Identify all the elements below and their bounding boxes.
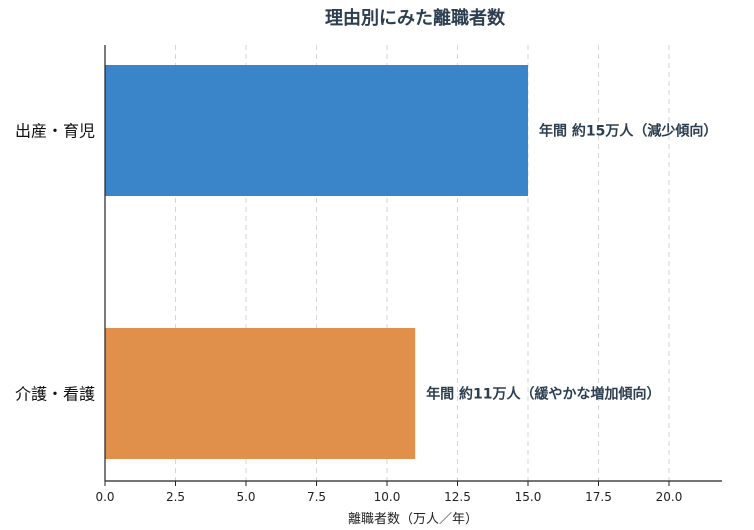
category-label: 介護・看護 (15, 385, 95, 404)
bar-annotations: 年間 約15万人（減少傾向） 年間 約11万人（緩やかな増加傾向） (426, 123, 717, 403)
bar (105, 65, 528, 196)
x-tick-label: 12.5 (444, 490, 471, 504)
bar-annotation: 年間 約15万人（減少傾向） (539, 123, 717, 140)
x-tick-label: 2.5 (166, 490, 185, 504)
x-tick-label: 17.5 (585, 490, 612, 504)
bar-annotation: 年間 約11万人（緩やかな増加傾向） (426, 386, 660, 403)
x-axis-label: 離職者数（万人／年） (348, 512, 478, 527)
chart-title: 理由別にみた離職者数 (325, 7, 506, 29)
x-tick-labels: 0.0 2.5 5.0 7.5 10.0 12.5 15.0 17.5 20.0 (95, 481, 682, 504)
bar (105, 328, 416, 459)
x-tick-label: 10.0 (374, 490, 401, 504)
axes (104, 45, 722, 482)
bars (105, 65, 528, 459)
x-tick-label: 20.0 (656, 490, 683, 504)
x-tick-label: 15.0 (515, 490, 542, 504)
x-tick-label: 5.0 (236, 490, 255, 504)
x-tick-label: 7.5 (307, 490, 326, 504)
x-tick-label: 0.0 (95, 490, 114, 504)
category-label: 出産・育児 (15, 122, 95, 141)
